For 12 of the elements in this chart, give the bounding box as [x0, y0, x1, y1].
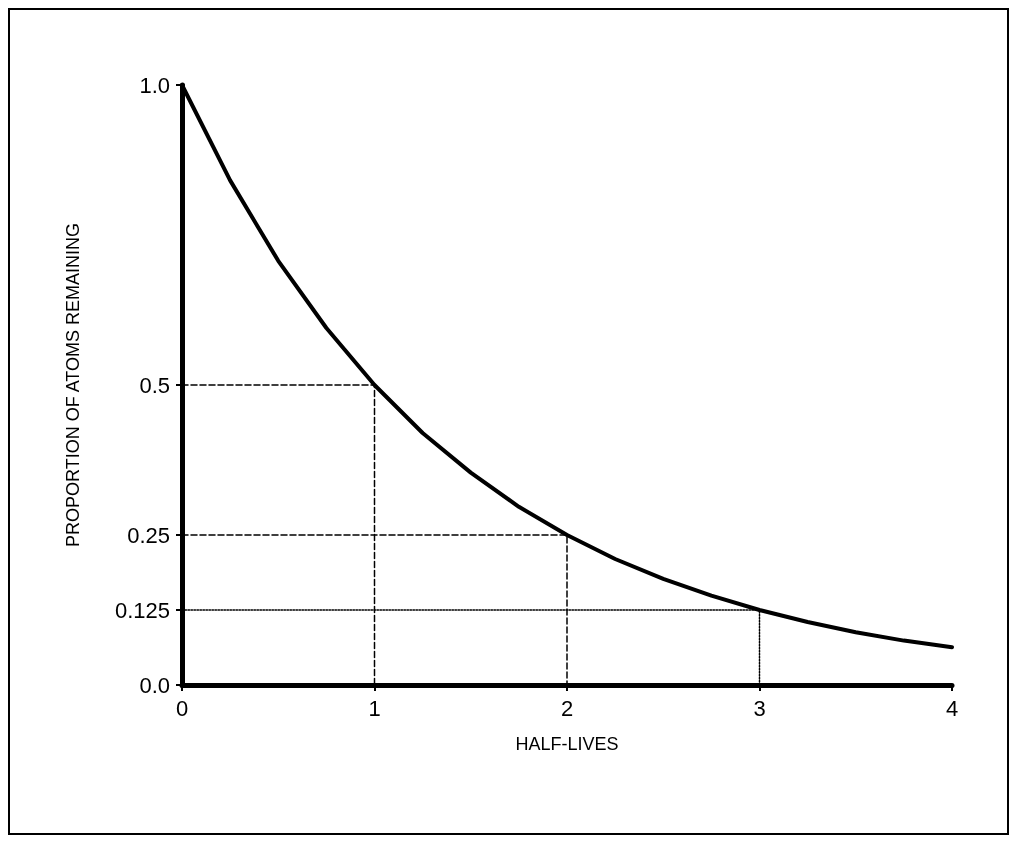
x-tick-label: 1 — [368, 695, 381, 721]
x-tick-label: 0 — [175, 695, 189, 721]
y-tick-label: 1.0 — [139, 72, 170, 98]
x-tick-label: 3 — [753, 695, 766, 721]
y-tick-label: 0.5 — [139, 372, 170, 398]
y-axis-title: PROPORTION OF ATOMS REMAINING — [63, 222, 83, 548]
y-tick-label: 0.0 — [139, 672, 170, 698]
x-tick-label: 4 — [945, 695, 959, 721]
x-axis-title: HALF-LIVES — [515, 734, 619, 754]
y-tick-label: 0.125 — [114, 597, 170, 623]
y-tick-label: 0.25 — [127, 522, 170, 548]
x-tick-label: 2 — [560, 695, 574, 721]
